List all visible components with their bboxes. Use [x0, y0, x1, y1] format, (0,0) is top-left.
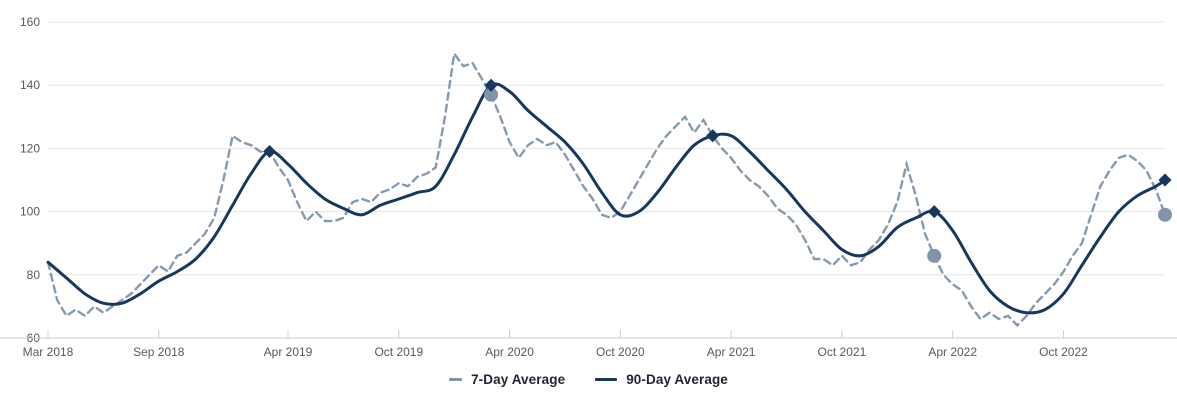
svg-text:160: 160	[20, 15, 40, 29]
svg-text:Apr 2021: Apr 2021	[707, 345, 756, 359]
legend-item-90-day-average[interactable]: 90-Day Average	[595, 372, 728, 387]
dashed-line-swatch-icon	[449, 378, 463, 381]
svg-text:80: 80	[27, 268, 41, 282]
solid-line-swatch-icon	[595, 378, 618, 381]
chart-legend: 7-Day Average 90-Day Average	[0, 372, 1177, 387]
svg-text:120: 120	[20, 141, 40, 155]
svg-text:Oct 2019: Oct 2019	[374, 345, 423, 359]
svg-text:Sep 2018: Sep 2018	[133, 345, 185, 359]
legend-item-7-day-average[interactable]: 7-Day Average	[449, 372, 565, 387]
svg-text:Oct 2021: Oct 2021	[818, 345, 867, 359]
svg-text:Apr 2020: Apr 2020	[485, 345, 534, 359]
legend-label-90-day: 90-Day Average	[626, 372, 728, 387]
legend-label-7-day: 7-Day Average	[471, 372, 566, 387]
svg-text:Apr 2022: Apr 2022	[928, 345, 977, 359]
svg-text:140: 140	[20, 78, 40, 92]
svg-text:Oct 2020: Oct 2020	[596, 345, 645, 359]
svg-text:Mar 2018: Mar 2018	[23, 345, 74, 359]
svg-text:Oct 2022: Oct 2022	[1039, 345, 1088, 359]
svg-text:Apr 2019: Apr 2019	[264, 345, 313, 359]
svg-text:100: 100	[20, 205, 40, 219]
